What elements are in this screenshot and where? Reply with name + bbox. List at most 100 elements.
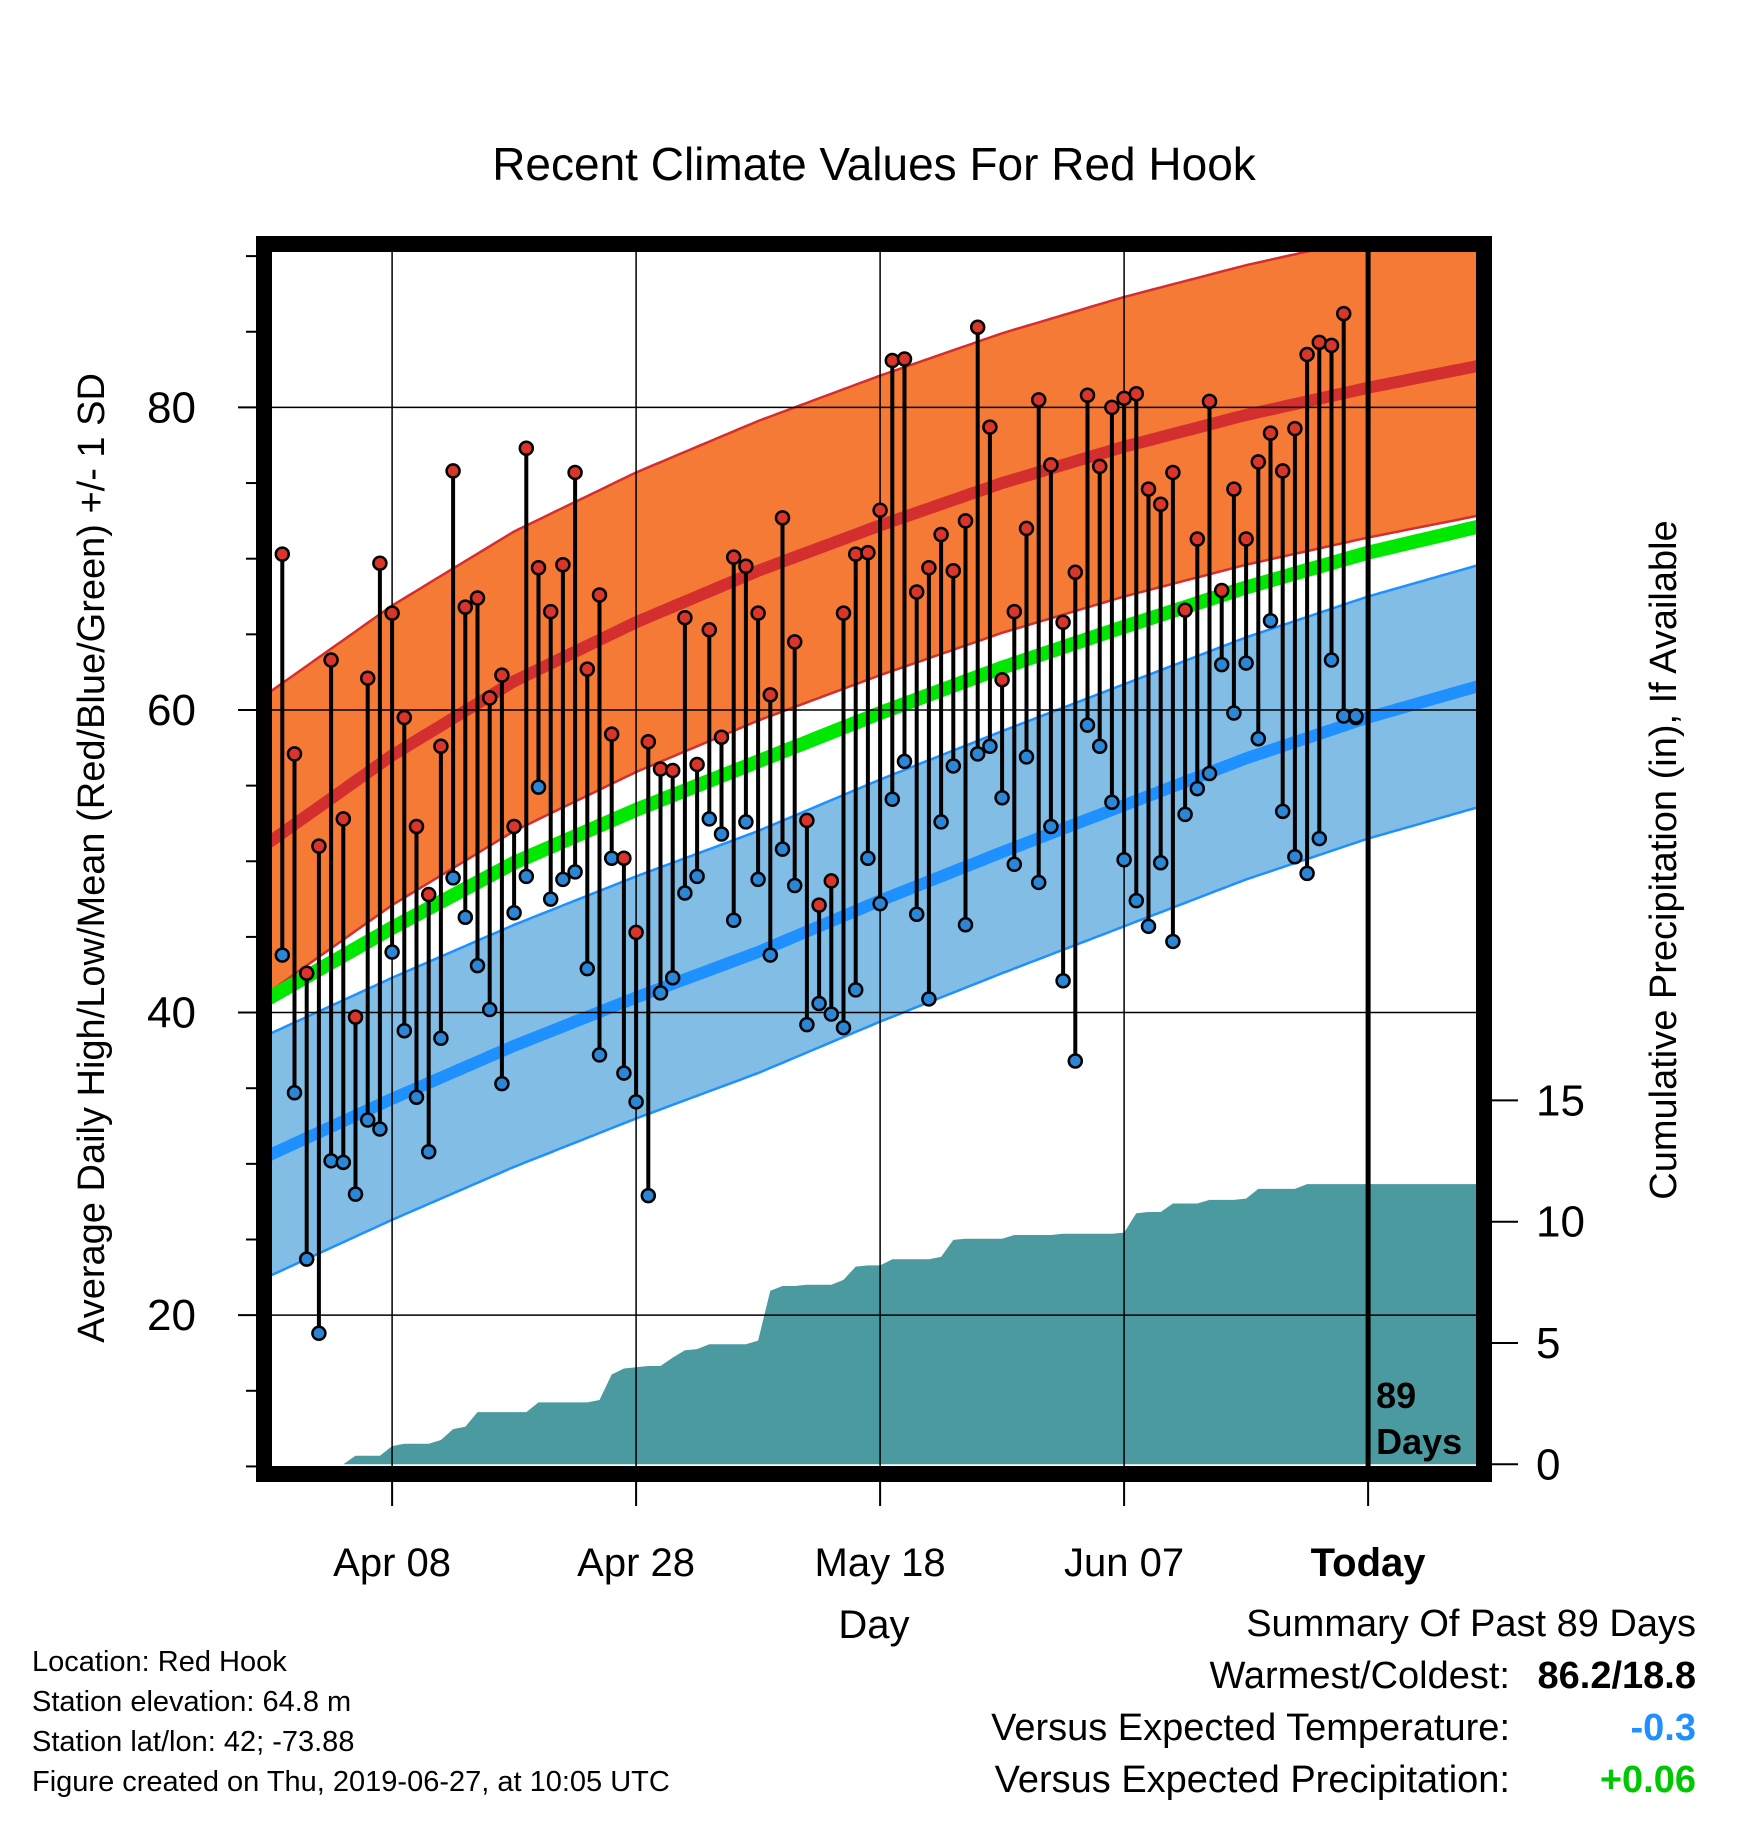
- high-point: [738, 558, 754, 575]
- low-point: [921, 991, 937, 1007]
- temp-departure-label: Versus Expected Temperature:: [991, 1707, 1510, 1749]
- low-point: [1201, 765, 1218, 782]
- high-point: [347, 1009, 364, 1025]
- low-point: [457, 909, 474, 925]
- high-point: [872, 502, 888, 519]
- x-tick-label: Today: [1311, 1541, 1427, 1585]
- high-point: [1201, 393, 1218, 410]
- high-point: [1189, 531, 1206, 547]
- low-point: [652, 985, 669, 1001]
- high-point: [311, 838, 327, 854]
- low-point: [506, 904, 522, 921]
- high-point: [1152, 496, 1169, 512]
- low-point: [762, 947, 779, 963]
- low-point: [1323, 652, 1340, 668]
- low-point: [1177, 806, 1193, 823]
- low-point: [774, 841, 791, 857]
- x-tick-label: May 18: [815, 1541, 946, 1585]
- high-point: [945, 563, 962, 579]
- low-point: [982, 738, 998, 755]
- high-point: [359, 670, 376, 686]
- low-point: [323, 1153, 339, 1169]
- high-point: [542, 603, 559, 620]
- high-point: [518, 440, 535, 456]
- high-point: [908, 584, 925, 600]
- high-point: [335, 811, 352, 827]
- high-point: [603, 726, 620, 742]
- high-point: [433, 738, 449, 755]
- temp-departure-row: Versus Expected Temperature: -0.3: [836, 1702, 1696, 1754]
- low-point: [1274, 803, 1291, 820]
- low-point: [664, 970, 681, 986]
- high-point: [677, 609, 693, 626]
- station-info: Location: Red Hook Station elevation: 64…: [32, 1642, 670, 1802]
- low-band-lower-edge: [264, 804, 1484, 1280]
- low-point: [591, 1047, 608, 1063]
- low-point: [408, 1089, 425, 1106]
- y-tick-label: 60: [147, 686, 196, 735]
- low-point: [689, 868, 705, 885]
- low-point: [860, 850, 876, 866]
- low-point: [628, 1094, 644, 1110]
- high-point: [1067, 564, 1084, 581]
- y-tick-label: 20: [147, 1291, 196, 1340]
- low-point: [347, 1186, 364, 1202]
- high-point: [1213, 582, 1230, 599]
- low-point: [1140, 918, 1157, 935]
- low-point: [908, 906, 925, 922]
- low-point: [579, 960, 596, 977]
- low-point: [1262, 612, 1279, 629]
- low-point: [713, 826, 730, 842]
- y-axis-label: Average Daily High/Low/Mean (Red/Blue/Gr…: [71, 373, 113, 1343]
- low-point: [957, 917, 974, 933]
- high-point: [1140, 481, 1157, 497]
- high-point: [823, 873, 840, 889]
- y-tick-label: 80: [147, 383, 196, 432]
- high-point: [847, 546, 864, 562]
- high-point: [811, 897, 827, 913]
- low-point: [616, 1065, 632, 1081]
- low-point: [286, 1084, 303, 1101]
- low-point: [1055, 973, 1071, 989]
- low-point: [969, 746, 986, 762]
- y2-tick-label: 15: [1536, 1076, 1585, 1125]
- high-point: [640, 733, 657, 750]
- high-point: [1274, 463, 1291, 479]
- high-point: [1128, 386, 1145, 402]
- precip-area: [343, 1184, 1484, 1465]
- high-band-upper-edge: [264, 244, 1347, 698]
- warmest-coldest-value: 86.2/18.8: [1537, 1655, 1696, 1697]
- precip-departure-row: Versus Expected Precipitation: +0.06: [836, 1754, 1696, 1806]
- high-point: [591, 587, 608, 603]
- high-point: [1287, 420, 1303, 437]
- high-point: [506, 818, 522, 835]
- low-point: [1299, 865, 1315, 882]
- high-point: [1079, 387, 1096, 404]
- low-point: [372, 1121, 388, 1137]
- high-point: [1043, 457, 1059, 473]
- high-point: [1006, 603, 1023, 620]
- high-point: [664, 762, 681, 779]
- low-point: [1226, 705, 1242, 721]
- plot-frame: [256, 236, 1492, 1482]
- low-point: [1238, 655, 1254, 671]
- temp-departure-value: -0.3: [1630, 1707, 1696, 1749]
- plot-area: 89 Days: [264, 244, 1484, 1474]
- low-point: [567, 864, 583, 880]
- low-point: [1287, 848, 1303, 865]
- low-point: [445, 870, 461, 886]
- low-point: [640, 1187, 657, 1204]
- high-point: [884, 352, 901, 369]
- high-point: [725, 549, 742, 565]
- high-point: [1299, 346, 1315, 363]
- low-point: [1104, 794, 1120, 811]
- high-point: [1055, 614, 1071, 630]
- days-unit-label: Days: [1376, 1421, 1462, 1462]
- low-point: [274, 947, 291, 963]
- low-point: [884, 791, 901, 807]
- low-point: [494, 1075, 510, 1092]
- high-point: [1165, 464, 1181, 481]
- high-point: [774, 510, 791, 526]
- high-point: [384, 605, 400, 621]
- low-point: [1152, 855, 1169, 871]
